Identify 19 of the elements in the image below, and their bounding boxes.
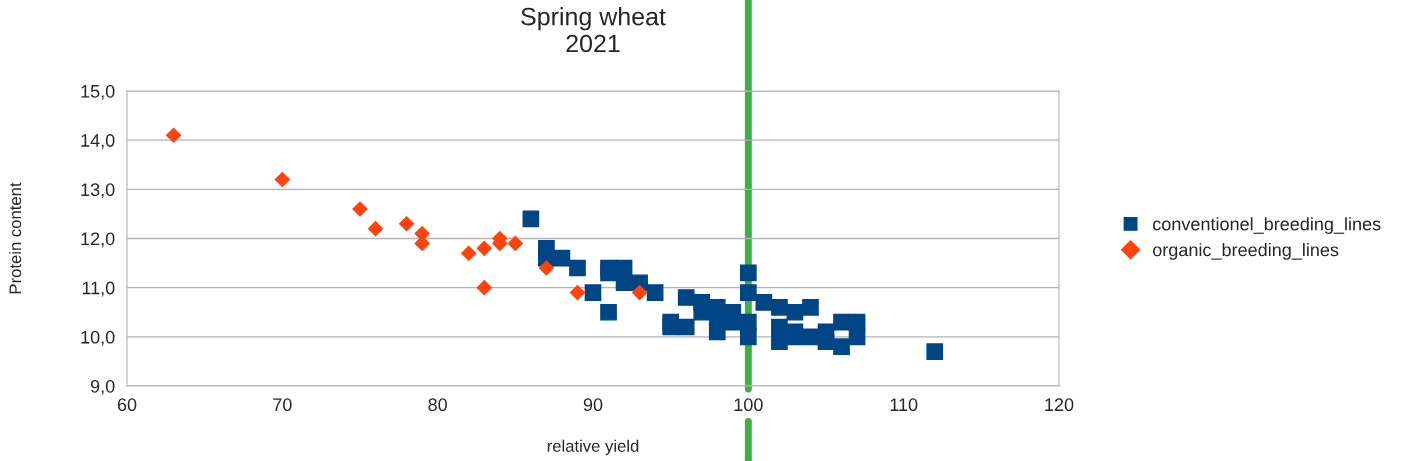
legend-label: organic_breeding_lines [1153,243,1339,260]
y-tick-label: 9,0 [90,379,115,395]
y-tick-label: 15,0 [81,84,115,100]
x-axis-title: relative yield [547,439,639,456]
chart-title: Spring wheat 2021 [521,7,666,53]
x-tick-label: 100 [734,398,763,412]
y-tick-label: 14,0 [81,134,115,150]
legend-label: conventionel_breeding_lines [1153,217,1381,234]
x-tick-label: 120 [1045,398,1074,412]
y-tick-label: 13,0 [81,183,115,199]
y-tick-label: 11,0 [82,281,115,297]
x-tick-label: 60 [117,398,137,412]
x-tick-label: 110 [890,398,918,412]
x-tick-label: 70 [273,398,292,412]
y-tick-label: 10,0 [81,330,115,346]
x-tick-label: 90 [583,398,603,412]
y-tick-label: 12,0 [81,232,115,248]
y-axis-title: Protein content [8,182,22,294]
x-tick-label: 80 [428,398,447,412]
